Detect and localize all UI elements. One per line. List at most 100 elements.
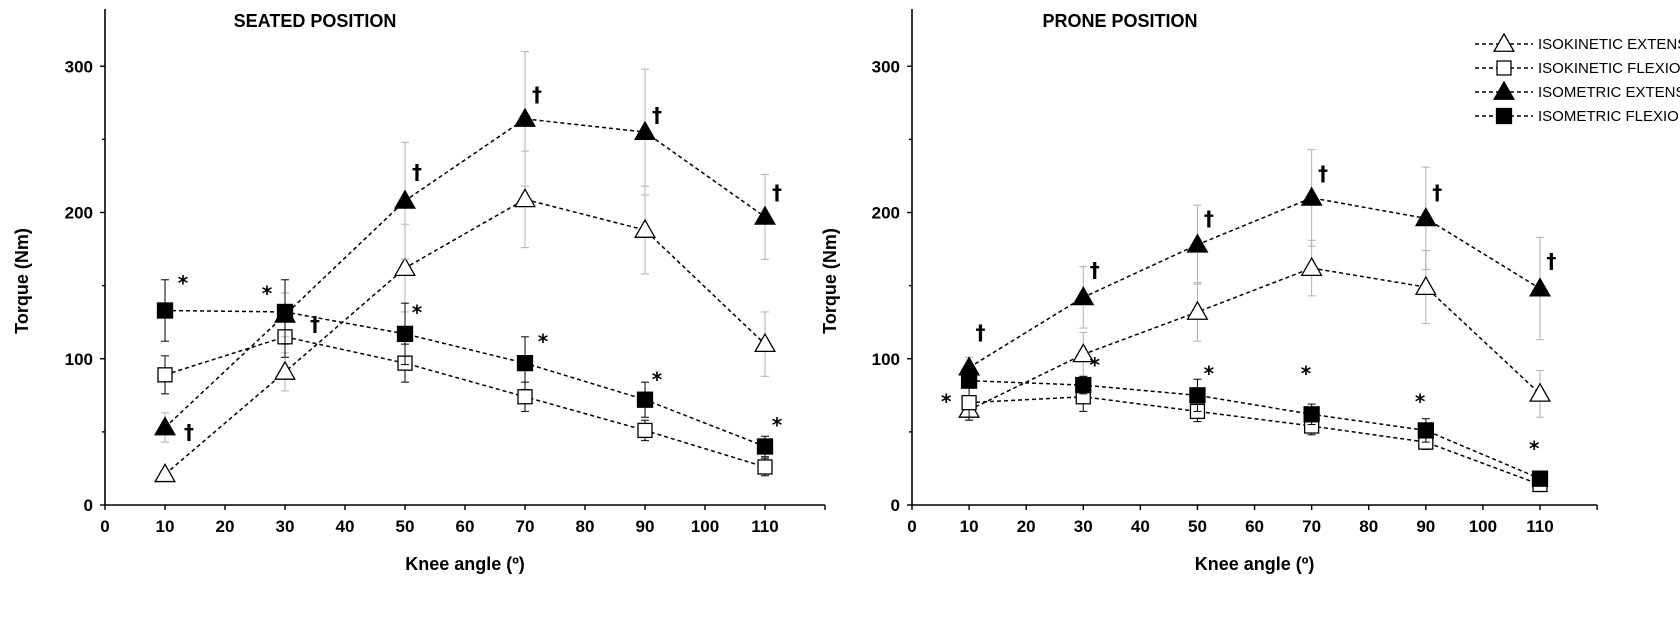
chart-title: SEATED POSITION (234, 11, 397, 31)
y-tick-label: 100 (65, 350, 93, 369)
series-isokinetic-flexion (961, 381, 1548, 493)
significance-asterisk: * (262, 281, 273, 305)
significance-asterisk: * (652, 368, 663, 392)
significance-dagger: † (772, 180, 782, 204)
data-point (1529, 382, 1551, 402)
data-point (1072, 343, 1095, 363)
significance-asterisk: * (941, 389, 952, 413)
series-line (164, 309, 766, 448)
x-tick-label: 50 (396, 517, 415, 536)
x-tick-label: 50 (1188, 517, 1207, 536)
significance-asterisk: * (1529, 436, 1540, 460)
series-isometric-extension (154, 51, 776, 443)
significance-asterisk: * (1415, 389, 1426, 413)
x-axis-title: Knee angle (º) (1195, 554, 1315, 574)
x-tick-label: 80 (1359, 517, 1378, 536)
series-line (969, 379, 1541, 480)
x-tick-label: 10 (156, 517, 175, 536)
significance-dagger: † (1204, 207, 1214, 231)
y-tick-label: 200 (872, 204, 900, 223)
data-point (154, 462, 176, 483)
y-tick-label: 300 (872, 57, 900, 76)
x-tick-label: 100 (1469, 517, 1497, 536)
legend: ISOKINETIC EXTENSION ISOKINETIC FLEXION IS… (1475, 32, 1680, 125)
y-axis-title: Torque (Nm) (12, 228, 32, 334)
data-point (961, 394, 977, 411)
series-isokinetic-flexion (157, 315, 773, 477)
data-point (157, 367, 173, 383)
significance-dagger: † (1090, 258, 1100, 282)
data-point (394, 256, 416, 276)
data-point (754, 205, 776, 225)
x-tick-label: 60 (1245, 517, 1264, 536)
data-point (514, 188, 536, 208)
series-line (968, 267, 1541, 411)
significance-asterisk: * (178, 271, 189, 295)
data-point (757, 459, 773, 475)
x-tick-label: 110 (751, 517, 778, 536)
significance-asterisk: * (1204, 362, 1215, 386)
data-point (636, 391, 654, 408)
series-line (164, 118, 766, 429)
series-isokinetic-extension (958, 239, 1551, 421)
y-axis-title: Torque (Nm) (820, 228, 840, 334)
data-point (960, 372, 978, 389)
series-line (968, 197, 1541, 369)
series-isometric-extension (958, 149, 1551, 379)
significance-asterisk: * (1301, 362, 1312, 386)
significance-dagger: † (412, 160, 422, 184)
series-isometric-flexion (156, 279, 774, 458)
legend-label: ISOKINETIC EXTENSION (1538, 36, 1680, 53)
data-point (1075, 376, 1092, 394)
significance-asterisk: * (1089, 353, 1100, 377)
data-point (1417, 422, 1434, 439)
x-tick-label: 20 (216, 517, 235, 536)
x-tick-label: 20 (1017, 517, 1036, 536)
data-point (1186, 233, 1209, 253)
data-point (276, 303, 294, 321)
x-tick-label: 90 (636, 517, 655, 536)
x-tick-label: 100 (691, 517, 719, 536)
x-tick-label: 10 (960, 517, 979, 536)
data-point (1531, 470, 1549, 487)
data-point (634, 218, 656, 238)
data-point (1186, 300, 1209, 320)
y-tick-label: 200 (65, 204, 93, 223)
series-isokinetic-extension (154, 150, 776, 483)
significance-dagger: † (1546, 249, 1556, 273)
legend-marker (1493, 80, 1515, 100)
x-tick-label: 60 (456, 517, 475, 536)
data-point (1300, 256, 1323, 276)
chart-panel-1: SEATED POSITION 0 100 200 300 0 10 20 30 40 50 60 70… (12, 9, 826, 574)
x-tick-label: 30 (276, 517, 295, 536)
legend-marker (1493, 32, 1515, 52)
series-line (164, 336, 766, 468)
y-tick-label: 0 (891, 496, 900, 515)
data-point (154, 416, 176, 436)
data-point (1414, 275, 1437, 296)
x-tick-label: 40 (1131, 517, 1150, 536)
significance-asterisk: * (772, 413, 783, 437)
x-tick-label: 40 (336, 517, 355, 536)
x-tick-label: 80 (576, 517, 595, 536)
data-point (1189, 387, 1206, 404)
x-tick-label: 70 (1302, 517, 1321, 536)
legend-label: ISOKINETIC FLEXION (1538, 60, 1680, 77)
legend-label: ISOMETRIC EXTENSION (1538, 84, 1680, 101)
y-tick-label: 300 (65, 57, 93, 76)
legend-marker (1496, 60, 1512, 76)
series-line (164, 198, 766, 475)
data-point (516, 354, 534, 372)
data-point (1300, 186, 1323, 206)
significance-dagger: † (184, 420, 194, 444)
series-line (969, 396, 1541, 486)
x-tick-label: 90 (1416, 517, 1435, 536)
data-point (1072, 286, 1095, 306)
data-point (637, 422, 653, 439)
significance-dagger: † (1432, 180, 1442, 204)
legend-marker (1495, 107, 1513, 125)
data-point (396, 325, 414, 343)
data-point (514, 107, 536, 127)
x-axis-title: Knee angle (º) (405, 554, 525, 574)
